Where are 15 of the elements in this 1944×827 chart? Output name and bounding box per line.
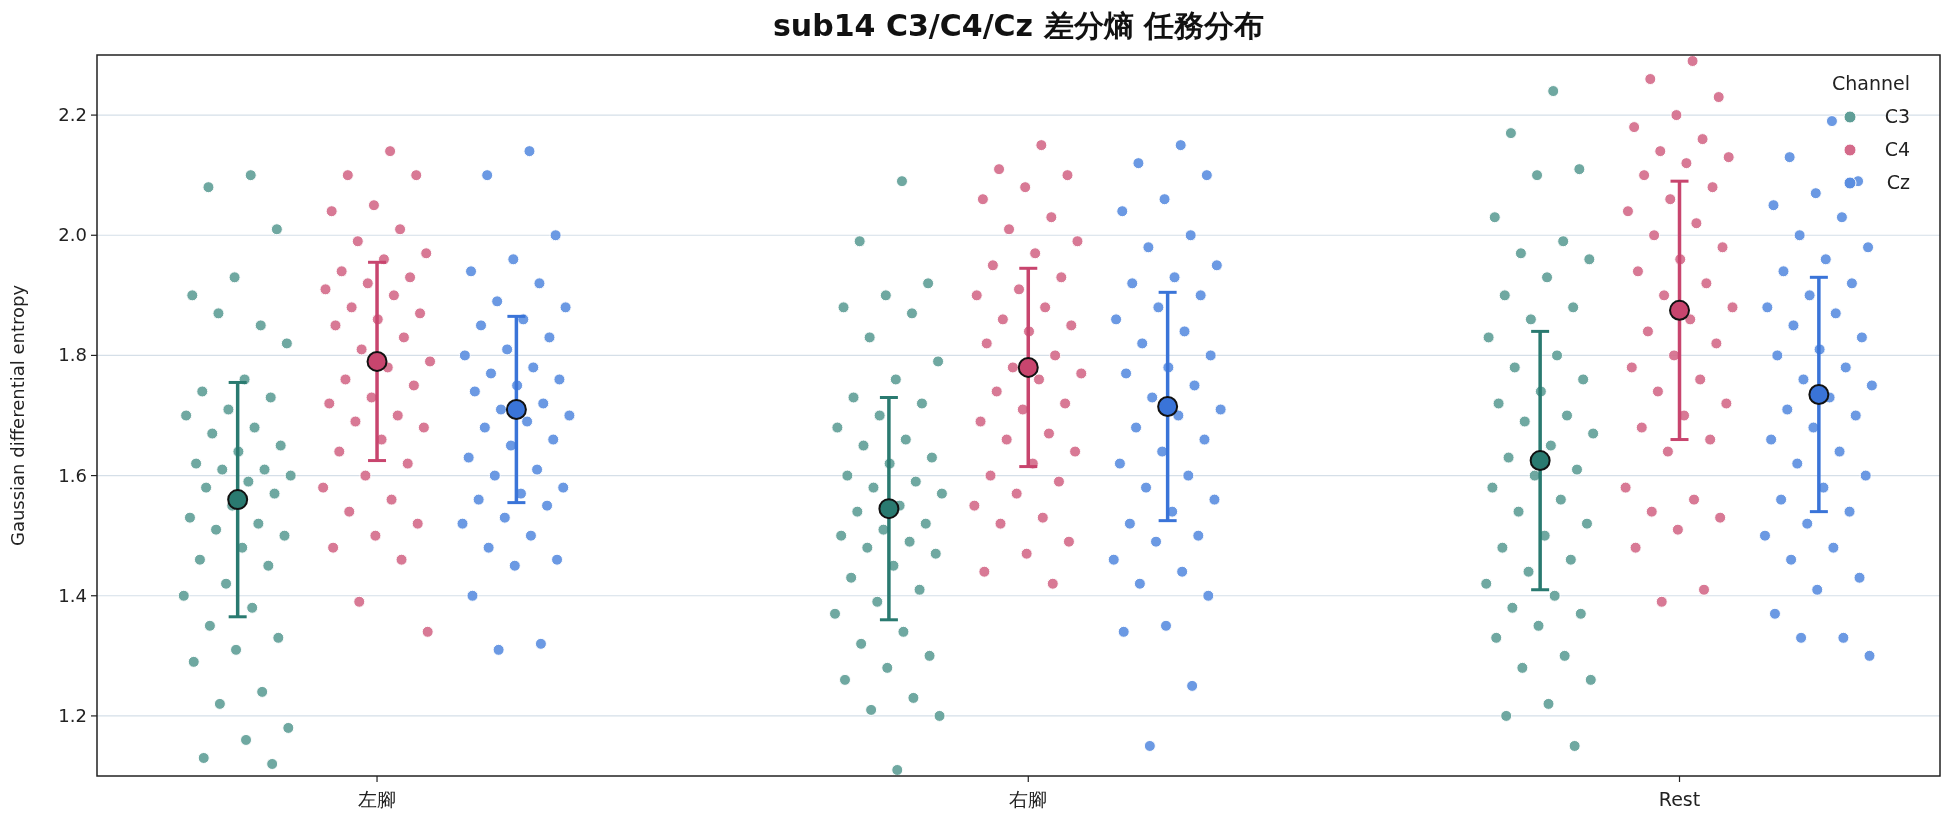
y-tick-label: 2.0 <box>58 224 87 246</box>
legend-label: C4 <box>1884 138 1910 160</box>
legend-label: Cz <box>1886 171 1911 193</box>
y-tick-label: 2.2 <box>58 104 87 126</box>
x-tick-label: Rest <box>1658 788 1701 810</box>
y-axis-title: Gaussian differential entropy <box>7 284 28 547</box>
legend-label: C3 <box>1884 105 1910 127</box>
y-tick-label: 1.4 <box>58 584 87 606</box>
chart-title: sub14 C3/C4/Cz 差分熵 任務分布 <box>773 8 1264 43</box>
x-tick-label: 左腳 <box>358 788 397 810</box>
legend-title: Channel <box>1831 72 1910 94</box>
y-tick-label: 1.8 <box>58 344 87 366</box>
y-tick-label: 1.2 <box>58 704 87 726</box>
x-tick-label: 右腳 <box>1009 788 1048 810</box>
y-tick-label: 1.6 <box>58 464 87 486</box>
